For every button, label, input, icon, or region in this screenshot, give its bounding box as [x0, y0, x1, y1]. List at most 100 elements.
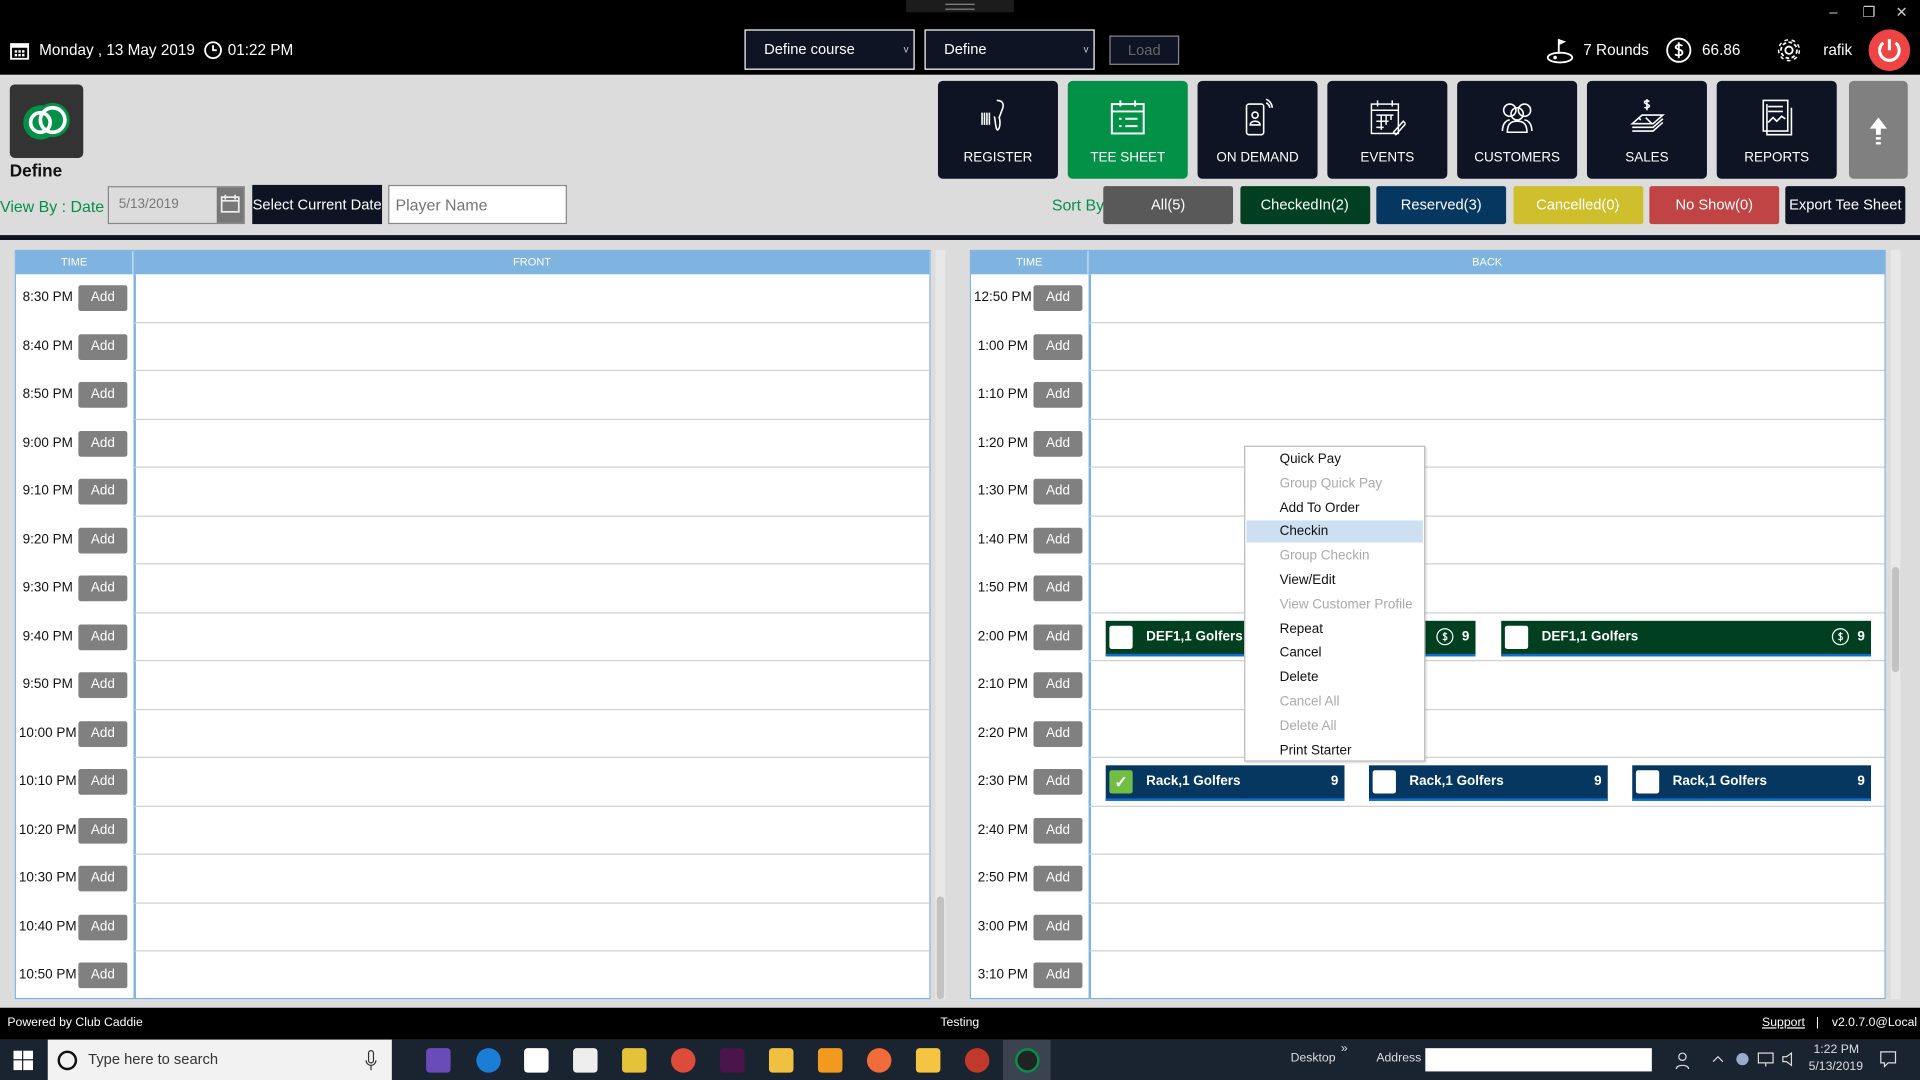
add-button[interactable]: Add: [78, 817, 128, 844]
tee-time-slot[interactable]: [1088, 903, 1885, 952]
menu-item-cancel[interactable]: Cancel: [1279, 645, 1322, 661]
tee-time-slot[interactable]: [133, 612, 930, 662]
add-button[interactable]: Add: [1033, 527, 1083, 553]
add-button[interactable]: Add: [1033, 865, 1083, 892]
tee-time-slot[interactable]: [133, 757, 930, 807]
date-input[interactable]: 5/13/2019: [107, 186, 245, 225]
sort-all-button[interactable]: All(5): [1103, 186, 1234, 225]
slack-icon[interactable]: [720, 1048, 745, 1073]
add-button[interactable]: Add: [1033, 333, 1083, 360]
booking-reserved[interactable]: Rack,1 Golfers 9: [1632, 765, 1872, 801]
add-button[interactable]: Add: [1033, 382, 1083, 408]
back-scrollbar[interactable]: [1890, 249, 1901, 1000]
tee-time-slot[interactable]: [1088, 467, 1885, 517]
tee-time-slot[interactable]: [133, 419, 930, 468]
tray-app-icon[interactable]: [1734, 1051, 1751, 1068]
sort-cancelled-button[interactable]: Cancelled(0): [1512, 186, 1643, 225]
people-icon[interactable]: [1674, 1051, 1691, 1071]
menu-item-add-to-order[interactable]: Add To Order: [1279, 500, 1360, 516]
visual-studio-icon[interactable]: [426, 1048, 451, 1073]
tee-time-slot[interactable]: [1088, 709, 1885, 758]
app-icon[interactable]: [768, 1048, 794, 1073]
close-button[interactable]: ✕: [1895, 3, 1908, 21]
tray-chevron-icon[interactable]: [1712, 1053, 1724, 1065]
tee-time-slot[interactable]: [1088, 419, 1885, 468]
menu-item-print-starter[interactable]: Print Starter: [1279, 742, 1352, 758]
define-select[interactable]: Define v: [924, 29, 1095, 70]
add-button[interactable]: Add: [78, 430, 128, 457]
volume-icon[interactable]: [1780, 1051, 1797, 1068]
add-button[interactable]: Add: [78, 962, 128, 989]
player-name-input[interactable]: [388, 184, 567, 225]
tee-time-slot[interactable]: [133, 661, 930, 710]
nav-events[interactable]: EVENTS: [1327, 80, 1448, 179]
tee-time-slot[interactable]: [133, 564, 930, 613]
postman-icon[interactable]: [866, 1048, 892, 1073]
front-scrollbar[interactable]: [935, 249, 946, 1000]
app-icon[interactable]: [622, 1048, 647, 1073]
scroll-thumb[interactable]: [1891, 566, 1900, 673]
tee-time-slot[interactable]: [1088, 661, 1885, 710]
date-picker-button[interactable]: [216, 187, 244, 223]
booking-checkbox[interactable]: [1109, 625, 1133, 649]
edge-icon[interactable]: [476, 1048, 501, 1073]
tee-time-slot[interactable]: [1088, 371, 1885, 420]
nav-tee-sheet[interactable]: TEE SHEET: [1067, 80, 1188, 179]
add-button[interactable]: Add: [1033, 478, 1083, 505]
power-button[interactable]: [1868, 29, 1911, 72]
chrome-icon[interactable]: [671, 1048, 696, 1073]
sort-checkedin-button[interactable]: CheckedIn(2): [1239, 186, 1370, 225]
restore-button[interactable]: ❐: [1862, 3, 1876, 21]
menu-item-quick-pay[interactable]: Quick Pay: [1279, 451, 1341, 467]
booking-checkbox[interactable]: [1372, 770, 1396, 794]
user-name[interactable]: rafik: [1823, 41, 1853, 59]
desktop-toolbar[interactable]: Desktop: [1290, 1051, 1336, 1066]
app-icon[interactable]: [964, 1048, 990, 1073]
booking-checkbox[interactable]: ✓: [1109, 770, 1133, 794]
scroll-thumb[interactable]: [936, 896, 945, 1000]
booking-checkbox[interactable]: [1504, 625, 1529, 649]
store-icon[interactable]: [524, 1048, 549, 1073]
add-button[interactable]: Add: [78, 575, 128, 602]
tee-time-slot[interactable]: [133, 951, 929, 998]
tee-time-slot[interactable]: [133, 516, 930, 565]
tee-time-slot[interactable]: [133, 806, 930, 855]
sublime-icon[interactable]: [817, 1048, 843, 1073]
microphone-icon[interactable]: [364, 1049, 379, 1071]
tee-time-slot[interactable]: [1088, 806, 1885, 855]
booking-reserved[interactable]: Rack,1 Golfers 9: [1368, 765, 1608, 801]
toolbar-chevron[interactable]: »: [1340, 1042, 1348, 1056]
add-button[interactable]: Add: [1033, 430, 1083, 457]
add-button[interactable]: Add: [1033, 720, 1083, 747]
add-button[interactable]: Add: [78, 333, 128, 360]
network-icon[interactable]: [1757, 1051, 1774, 1068]
add-button[interactable]: Add: [78, 382, 128, 408]
tee-time-slot[interactable]: [1088, 274, 1885, 323]
course-select[interactable]: Define course v: [744, 29, 915, 70]
mail-icon[interactable]: [573, 1048, 598, 1073]
windows-start-icon[interactable]: [13, 1050, 34, 1071]
add-button[interactable]: Add: [78, 672, 128, 698]
nav-sales[interactable]: SALES: [1586, 80, 1707, 179]
add-button[interactable]: Add: [1033, 914, 1083, 940]
booking-checkedin[interactable]: DEF1,1 Golfers 9: [1501, 620, 1872, 656]
minimize-button[interactable]: –: [1829, 3, 1838, 21]
nav-customers[interactable]: CUSTOMERS: [1457, 80, 1578, 179]
tee-time-slot[interactable]: [133, 322, 930, 372]
notifications-icon[interactable]: [1878, 1049, 1898, 1069]
add-button[interactable]: Add: [78, 914, 128, 940]
nav-register[interactable]: REGISTER: [937, 80, 1058, 179]
tee-time-slot[interactable]: [133, 903, 930, 952]
nav-reports[interactable]: REPORTS: [1716, 80, 1837, 179]
gear-icon[interactable]: [1776, 37, 1803, 64]
tee-time-slot[interactable]: [1088, 516, 1885, 565]
add-button[interactable]: Add: [78, 478, 128, 505]
add-button[interactable]: Add: [1033, 623, 1083, 650]
tee-time-slot[interactable]: [1088, 322, 1885, 372]
add-button[interactable]: Add: [78, 768, 128, 795]
clock-date[interactable]: 5/13/2019: [1808, 1060, 1864, 1074]
load-button[interactable]: Load: [1109, 35, 1180, 65]
club-caddie-taskbar-button[interactable]: [1002, 1039, 1051, 1080]
add-button[interactable]: Add: [1033, 962, 1083, 989]
add-button[interactable]: Add: [1033, 575, 1083, 602]
